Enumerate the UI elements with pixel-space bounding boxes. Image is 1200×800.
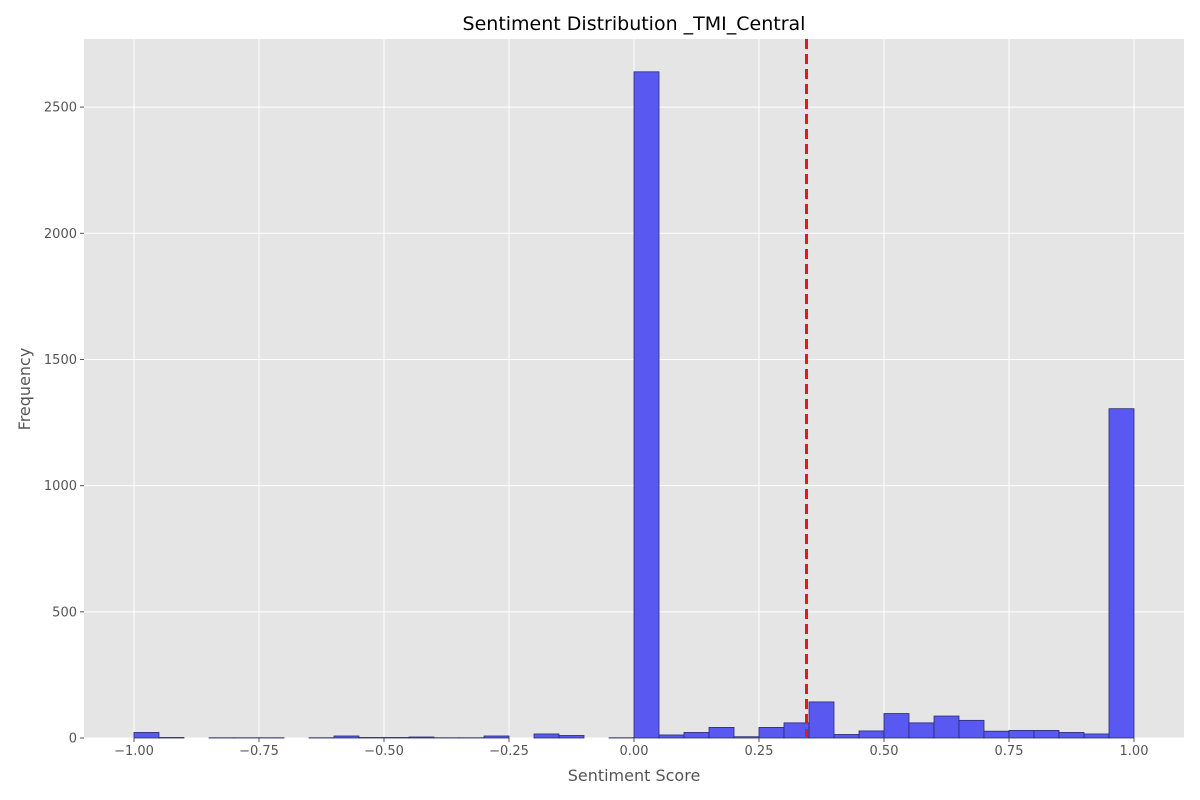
histogram-bar [1008, 730, 1035, 739]
y-tick-label: 0 [69, 732, 77, 747]
histogram-bar [833, 734, 860, 739]
histogram-bar [933, 715, 960, 739]
y-tick-label: 2500 [44, 101, 77, 116]
histogram-bar [1058, 732, 1085, 739]
histogram-bar [408, 736, 435, 739]
x-tick-label: 0.50 [870, 744, 899, 759]
bars [133, 71, 1135, 739]
histogram-bar [533, 733, 560, 739]
x-tick-label: −0.75 [239, 744, 279, 759]
histogram-bar [633, 71, 660, 739]
x-tick-label: −0.50 [364, 744, 404, 759]
histogram-bar [708, 727, 735, 739]
chart-title: Sentiment Distribution _TMI_Central [463, 13, 806, 35]
histogram-bar [658, 734, 685, 739]
histogram-bar [383, 737, 410, 739]
x-tick-label: 0.75 [995, 744, 1024, 759]
y-tick-label: 1000 [44, 479, 77, 494]
x-tick-label: −1.00 [114, 744, 154, 759]
y-tick-label: 500 [52, 605, 77, 620]
histogram-bar [1083, 733, 1110, 739]
histogram-bar [158, 737, 185, 739]
histogram-bar [333, 735, 360, 739]
histogram-bar [758, 727, 785, 739]
histogram-bar [908, 722, 935, 739]
histogram-bar [483, 735, 510, 739]
histogram-bar [133, 732, 160, 739]
histogram-bar [733, 736, 760, 739]
histogram-bar [958, 719, 985, 739]
histogram-bar [358, 737, 385, 739]
x-tick-label: 0.00 [620, 744, 649, 759]
histogram-bar [858, 730, 885, 739]
histogram-bar [883, 713, 910, 739]
x-tick-label: −0.25 [489, 744, 529, 759]
histogram-bar [1108, 408, 1135, 739]
x-axis-label: Sentiment Score [568, 766, 701, 785]
axis-ticks: −1.00 −0.75 −0.50 −0.25 0.00 0.25 0.50 0.75 1.00… [44, 101, 1149, 759]
x-tick-label: 1.00 [1120, 744, 1149, 759]
histogram-bar [808, 701, 835, 739]
y-tick-label: 1500 [44, 353, 77, 368]
y-tick-label: 2000 [44, 227, 77, 242]
histogram-bar [983, 730, 1010, 739]
y-axis-label: Frequency [15, 348, 34, 431]
histogram-bar [1033, 730, 1060, 739]
histogram-bar [558, 735, 585, 739]
histogram-bar [683, 732, 710, 739]
x-tick-label: 0.25 [745, 744, 774, 759]
